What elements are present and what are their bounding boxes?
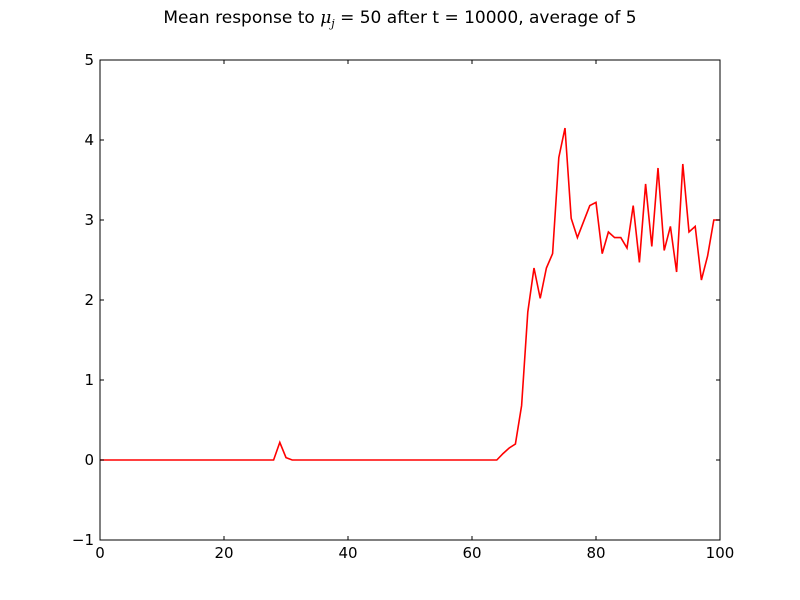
plot-frame bbox=[99, 59, 721, 541]
x-tick-label: 100 bbox=[706, 544, 735, 562]
y-tick-label: 1 bbox=[84, 371, 94, 389]
title-symbol: μ bbox=[320, 8, 332, 28]
x-tick-label: 60 bbox=[462, 544, 481, 562]
x-tick-label: 40 bbox=[338, 544, 357, 562]
y-tick-label: 0 bbox=[84, 451, 94, 469]
y-tick-label: −1 bbox=[72, 531, 94, 549]
y-tick-label: 4 bbox=[84, 131, 94, 149]
chart-title: Mean response to μj = 50 after t = 10000… bbox=[0, 8, 800, 30]
title-suffix: = 50 after t = 10000, average of 5 bbox=[334, 8, 637, 28]
y-tick-label: 5 bbox=[84, 51, 94, 69]
x-tick-label: 80 bbox=[586, 544, 605, 562]
y-tick-label: 3 bbox=[84, 211, 94, 229]
x-tick-label: 0 bbox=[95, 544, 105, 562]
series-layer bbox=[100, 127, 720, 461]
title-prefix: Mean response to bbox=[163, 8, 321, 28]
series-line bbox=[100, 127, 720, 461]
title-subscript: j bbox=[331, 17, 335, 30]
y-tick-label: 2 bbox=[84, 291, 94, 309]
x-tick-label: 20 bbox=[214, 544, 233, 562]
